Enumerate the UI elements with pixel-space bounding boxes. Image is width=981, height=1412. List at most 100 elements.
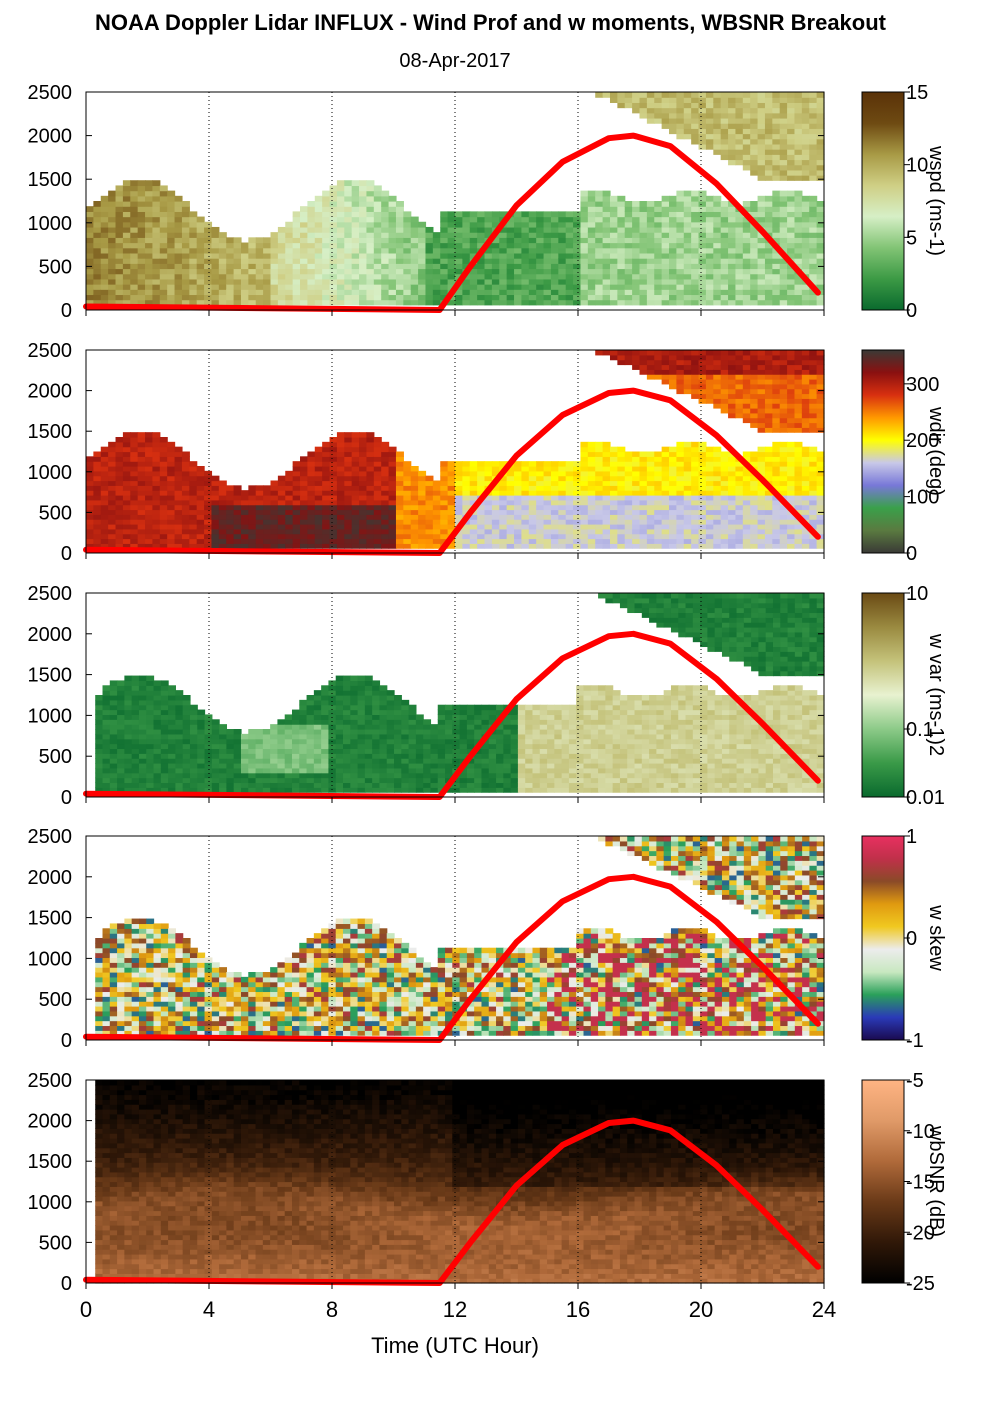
heatmap-cell [669,538,677,544]
heatmap-cell [102,719,111,725]
heatmap-cell [654,456,663,462]
heatmap-cell [108,480,117,486]
heatmap-cell [359,441,368,448]
heatmap-cell [373,495,382,501]
heatmap-cell [735,369,744,375]
heatmap-cell [138,714,147,720]
heatmap-cell [359,263,368,270]
heatmap-cell [145,514,154,520]
heatmap-cell [654,475,663,482]
heatmap-cell [100,226,109,233]
heatmap-cell [344,263,353,270]
heatmap-cell [720,470,729,477]
heatmap-cell [196,528,205,535]
heatmap-cell [580,284,589,290]
heatmap-cell [115,206,124,212]
heatmap-cell [160,782,169,788]
heatmap-cell [182,787,191,793]
heatmap-cell [624,263,633,270]
heatmap-cell [691,211,700,218]
heatmap-cell [757,403,766,409]
heatmap-cell [691,359,700,366]
heatmap-cell [100,495,109,501]
heatmap-cell [159,263,168,270]
heatmap-cell [240,524,249,530]
heatmap-cell [676,519,685,525]
heatmap-cell [108,543,117,549]
heatmap-cell [595,299,604,306]
heatmap-cell [93,273,102,280]
heatmap-cell [263,499,272,506]
heatmap-cell [491,533,500,540]
heatmap-cell [654,117,663,124]
heatmap-cell [189,743,198,750]
heatmap-cell [720,258,729,264]
heatmap-cell [189,709,198,716]
heatmap-cell [285,258,294,264]
heatmap-cell [787,533,796,540]
heatmap-cell [115,480,124,486]
heatmap-cell [661,299,670,306]
heatmap-cell [204,499,213,506]
heatmap-cell [506,504,515,511]
heatmap-cell [624,92,633,98]
heatmap-cell [602,216,611,223]
heatmap-cell [683,369,692,375]
heatmap-cell [477,237,486,244]
heatmap-cell [676,102,685,109]
heatmap-cell [646,289,655,296]
heatmap-cell [196,258,205,264]
heatmap-cell [425,514,434,520]
heatmap-cell [300,538,308,544]
heatmap-cell [794,354,803,361]
heatmap-cell [189,777,198,784]
heatmap-cell [661,519,670,525]
heatmap-cell [580,206,589,212]
heatmap-cell [240,268,249,275]
heatmap-cell [211,289,220,296]
heatmap-cell [153,719,162,725]
heatmap-cell [418,470,427,477]
heatmap-cell [484,475,493,482]
heatmap-cell [506,485,515,491]
heatmap-cell [95,753,104,759]
heatmap-cell [536,495,545,501]
heatmap-cell [440,211,449,218]
heatmap-cell [698,232,707,238]
heatmap-cell [174,258,183,264]
heatmap-cell [359,495,368,501]
heatmap-cell [344,247,353,254]
heatmap-cell [772,97,781,103]
heatmap-cell [639,92,648,98]
heatmap-cell [359,201,368,207]
heatmap-cell [691,379,700,385]
heatmap-cell [691,364,700,370]
heatmap-cell [779,383,788,390]
heatmap-cell [705,195,714,202]
heatmap-cell [130,533,139,540]
heatmap-cell [801,533,810,540]
heatmap-cell [602,509,611,515]
heatmap-cell [565,278,574,285]
heatmap-cell [381,258,390,264]
heatmap-cell [432,273,441,280]
heatmap-cell [499,514,508,520]
heatmap-cell [536,509,545,515]
heatmap-cell [145,273,154,280]
heatmap-cell [432,247,441,254]
heatmap-cell [168,767,176,774]
heatmap-cell [108,485,117,491]
heatmap-cell [617,294,626,301]
heatmap-cell [137,441,146,448]
heatmap-cell [624,461,633,467]
heatmap-cell [491,284,500,290]
heatmap-cell [602,495,611,501]
heatmap-cell [764,175,773,181]
heatmap-cell [455,514,463,520]
heatmap-cell [550,294,559,301]
heatmap-cell [787,123,796,129]
heatmap-cell [102,724,111,730]
heatmap-cell [757,133,766,140]
heatmap-cell [102,787,111,793]
heatmap-cell [787,175,796,181]
